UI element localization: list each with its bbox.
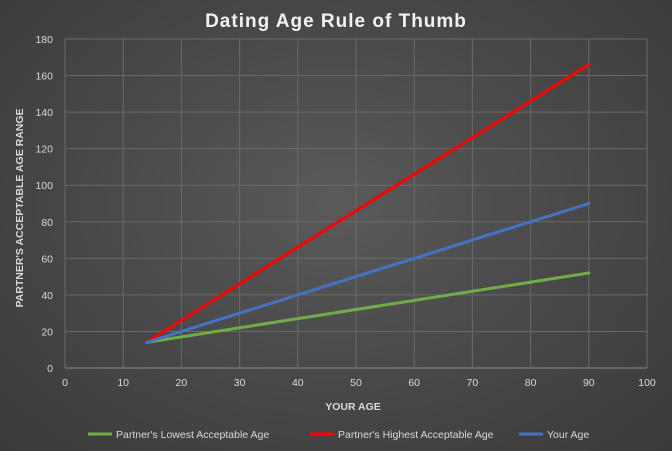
y-tick-label: 80 (41, 217, 53, 229)
x-tick-label: 90 (583, 377, 595, 389)
x-tick-label: 70 (467, 377, 479, 389)
y-tick-label: 140 (35, 107, 53, 119)
gridlines (64, 38, 648, 369)
x-tick-label: 40 (292, 377, 304, 389)
x-tick-label: 50 (350, 377, 362, 389)
x-tick-label: 60 (408, 377, 420, 389)
y-tick-label: 180 (35, 34, 53, 46)
x-tick-label: 100 (638, 377, 656, 389)
x-tick-label: 80 (525, 377, 537, 389)
y-tick-label: 20 (41, 326, 53, 338)
x-tick-labels: 0 10 20 30 40 50 60 70 80 90 100 (62, 377, 656, 389)
y-tick-labels: 0 20 40 60 80 100 120 140 160 180 (35, 34, 53, 375)
y-axis-title: PARTNER'S ACCEPTABLE AGE RANGE (14, 108, 26, 307)
series-line-0 (145, 271, 591, 344)
y-tick-label: 60 (41, 253, 53, 265)
series-line-2 (145, 202, 591, 344)
y-tick-label: 160 (35, 71, 53, 83)
x-tick-label: 10 (117, 377, 129, 389)
legend-label-0: Partner's Lowest Acceptable Age (116, 429, 269, 441)
legend-label-2: Your Age (547, 429, 589, 441)
y-tick-label: 100 (35, 180, 53, 192)
y-tick-label: 40 (41, 290, 53, 302)
x-tick-label: 30 (234, 377, 246, 389)
x-axis-title: YOUR AGE (325, 401, 381, 413)
x-tick-label: 20 (176, 377, 188, 389)
y-tick-label: 0 (47, 363, 53, 375)
legend-label-1: Partner's Highest Acceptable Age (338, 429, 494, 441)
legend: Partner's Lowest Acceptable Age Partner's… (88, 429, 589, 441)
series-lines (145, 63, 591, 344)
series-line-1 (145, 63, 591, 344)
y-tick-label: 120 (35, 144, 53, 156)
chart-title: Dating Age Rule of Thumb (205, 11, 467, 32)
x-tick-label: 0 (62, 377, 68, 389)
